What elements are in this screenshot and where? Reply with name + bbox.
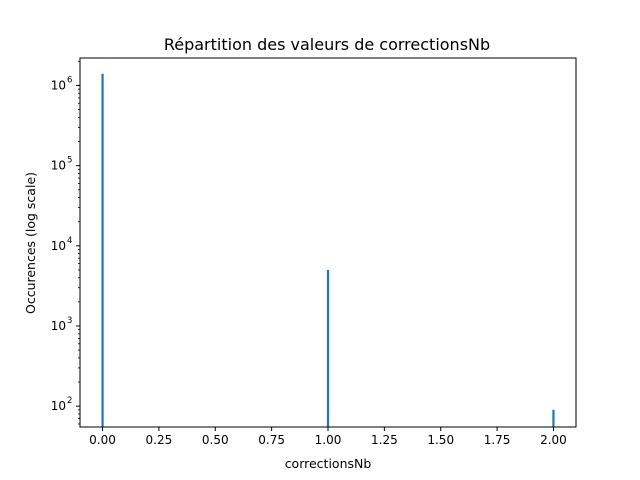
axes-frame <box>79 57 577 428</box>
x-tick-label: 0.00 <box>89 433 116 447</box>
x-tick-label: 0.25 <box>146 433 173 447</box>
x-tick-label: 0.75 <box>258 433 285 447</box>
chart-title: Répartition des valeurs de correctionsNb <box>164 35 490 54</box>
y-tick-label: 10 <box>51 78 66 92</box>
histogram-bar <box>326 269 330 427</box>
y-tick-exponent: 2 <box>67 396 72 406</box>
x-tick-label: 1.50 <box>427 433 454 447</box>
x-tick-label: 2.00 <box>540 433 567 447</box>
histogram-bar <box>552 409 555 427</box>
y-tick-exponent: 4 <box>67 236 72 246</box>
y-tick-label: 10 <box>51 239 66 253</box>
y-axis-label: Occurences (log scale) <box>23 172 38 314</box>
y-tick-label: 10 <box>51 399 66 413</box>
x-tick-label: 1.00 <box>315 433 342 447</box>
y-tick-label: 10 <box>51 159 66 173</box>
x-tick-label: 0.50 <box>202 433 229 447</box>
y-tick-exponent: 5 <box>67 156 72 166</box>
x-axis-label: correctionsNb <box>285 456 372 471</box>
x-tick-label: 1.75 <box>484 433 511 447</box>
histogram-bar <box>101 73 104 427</box>
y-tick-label: 10 <box>51 319 66 333</box>
y-tick-exponent: 3 <box>67 316 72 326</box>
x-tick-label: 1.25 <box>371 433 398 447</box>
y-tick-exponent: 6 <box>67 75 72 85</box>
